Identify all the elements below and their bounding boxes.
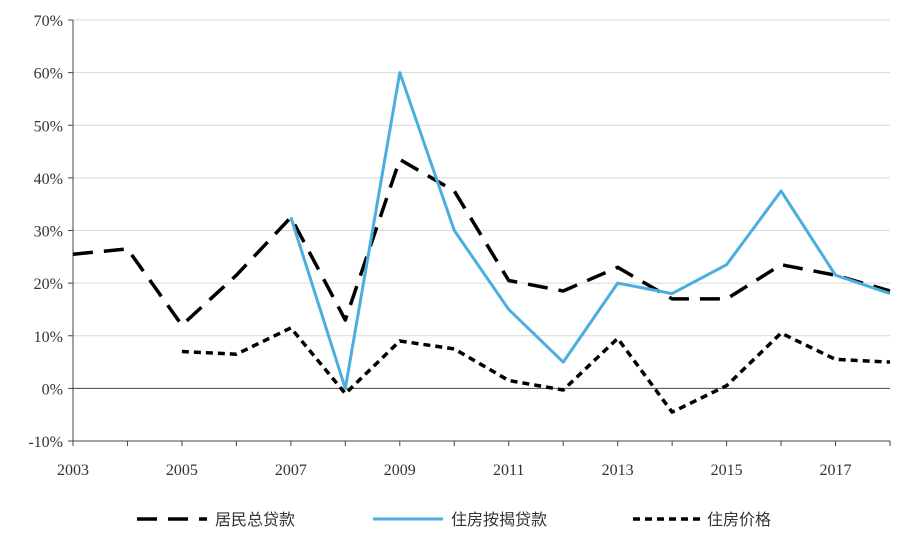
series-line-2 <box>289 71 891 390</box>
x-tick-label: 2003 <box>57 462 89 479</box>
y-tick-label: 10% <box>34 329 63 346</box>
grid-lines <box>73 19 890 337</box>
y-tick-label: 60% <box>34 66 63 83</box>
x-tick-label: 2013 <box>602 462 634 479</box>
x-tick-label: 2005 <box>166 462 198 479</box>
series-line-3 <box>181 326 891 414</box>
y-tick-labels: 70% 60% 50% 40% 30% 20% 10% 0% -10% <box>28 13 63 451</box>
y-tick-label: 20% <box>34 276 63 293</box>
axes <box>68 19 891 446</box>
x-tick-label: 2007 <box>275 462 307 479</box>
x-tick-label: 2009 <box>384 462 416 479</box>
y-tick-label: 50% <box>34 118 63 135</box>
series-lines <box>72 71 891 414</box>
x-tick-label: 2015 <box>711 462 743 479</box>
legend: 居民总贷款 住房按揭贷款 住房价格 <box>137 510 771 529</box>
legend-label-1: 居民总贷款 <box>215 510 295 529</box>
legend-label-3: 住房价格 <box>707 510 771 529</box>
x-tick-label: 2017 <box>820 462 852 479</box>
x-tick-labels: 2003 2005 2007 2009 2011 2013 2015 2017 <box>57 462 852 479</box>
x-tick-label: 2011 <box>493 462 524 479</box>
y-tick-label: 70% <box>34 13 63 30</box>
series-line-1 <box>72 157 891 327</box>
y-tick-label: 0% <box>42 381 63 398</box>
y-tick-label: 40% <box>34 171 63 188</box>
y-tick-label: -10% <box>28 434 63 451</box>
legend-label-2: 住房按揭贷款 <box>451 510 547 529</box>
y-tick-label: 30% <box>34 224 63 241</box>
